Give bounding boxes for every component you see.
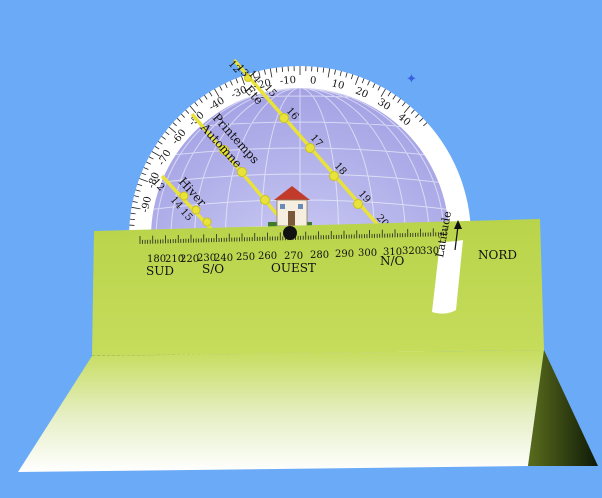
dial-tick <box>317 67 318 72</box>
hour-dot <box>261 196 270 205</box>
dial-angle-label: -10 <box>280 75 297 87</box>
dial-tick <box>282 67 283 72</box>
direction-label-north: NORD <box>478 248 517 262</box>
ruler-number: 280 <box>310 250 329 261</box>
hour-dot <box>203 218 211 226</box>
hour-dot <box>238 168 247 177</box>
base-prism <box>18 350 598 472</box>
direction-label-south: SUD <box>146 264 174 278</box>
direction-label-northwest: N/O <box>380 254 405 268</box>
ruler-number: 250 <box>236 252 255 263</box>
pivot-knob[interactable] <box>283 226 297 240</box>
ruler-number: 300 <box>358 248 377 259</box>
ruler-number: 320 <box>402 246 421 257</box>
front-panel <box>92 219 544 356</box>
direction-label-southwest: S/O <box>202 262 224 276</box>
ruler-number: 290 <box>335 249 354 260</box>
dial-angle-label: 0 <box>309 75 316 86</box>
dial-tick <box>130 219 135 220</box>
star-icon: ✦ <box>406 72 417 87</box>
direction-label-west: OUEST <box>271 261 316 275</box>
